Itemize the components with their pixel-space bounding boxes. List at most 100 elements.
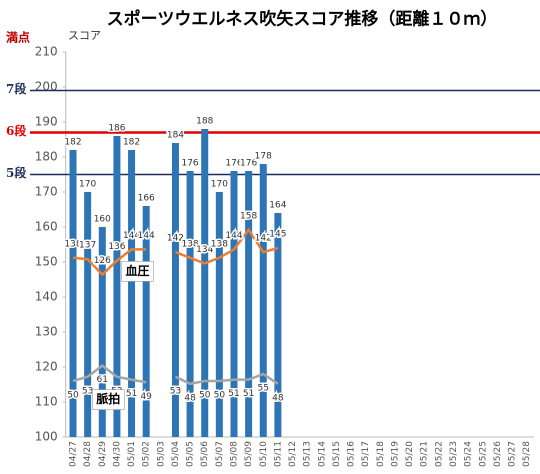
value-label: 160 <box>94 215 111 225</box>
x-tick-label: 05/18 <box>376 441 386 467</box>
bar <box>201 129 209 437</box>
value-label: 184 <box>167 131 184 141</box>
value-label: 51 <box>243 389 254 399</box>
value-label: 49 <box>140 392 152 402</box>
x-tick-label: 05/16 <box>347 441 357 467</box>
value-label: 188 <box>196 117 213 127</box>
y-axis-label: スコア <box>68 29 101 42</box>
value-label: 142 <box>255 234 272 244</box>
y-tick-label: 200 <box>35 80 58 94</box>
value-label: 186 <box>108 124 125 134</box>
value-label: 50 <box>214 391 226 401</box>
value-label: 50 <box>67 391 79 401</box>
value-label: 61 <box>97 375 108 385</box>
value-label: 48 <box>272 393 284 403</box>
x-tick-label: 05/06 <box>200 441 210 467</box>
value-label: 126 <box>94 256 111 266</box>
annotation: 血圧 <box>126 263 150 278</box>
value-label: 182 <box>123 138 140 148</box>
value-label: 182 <box>64 138 81 148</box>
x-tick-label: 05/10 <box>259 441 269 467</box>
x-tick-label: 05/03 <box>156 441 166 467</box>
y-tick-label: 210 <box>35 45 58 59</box>
reference-label: 5段 <box>6 165 27 180</box>
bar <box>69 150 77 437</box>
reference-label: 7段 <box>6 81 27 96</box>
value-label: 136 <box>108 242 125 252</box>
x-tick-label: 05/02 <box>142 441 152 467</box>
x-tick-label: 05/21 <box>420 441 430 467</box>
value-label: 144 <box>225 231 242 241</box>
value-label: 178 <box>255 152 272 162</box>
value-label: 138 <box>64 239 81 249</box>
chart-title: スポーツウエルネス吹矢スコア推移（距離１０ｍ） <box>107 9 498 30</box>
x-tick-label: 05/04 <box>171 441 181 467</box>
value-label: 142 <box>167 234 184 244</box>
y-tick-label: 160 <box>35 220 58 234</box>
y-tick-label: 180 <box>35 150 58 164</box>
value-label: 53 <box>82 386 93 396</box>
y-tick-label: 130 <box>35 325 58 339</box>
value-label: 176 <box>181 159 198 169</box>
value-label: 144 <box>123 231 140 241</box>
x-tick-label: 05/05 <box>186 441 196 467</box>
x-tick-label: 05/28 <box>522 441 532 467</box>
x-tick-label: 05/08 <box>229 441 239 467</box>
y-tick-label: 140 <box>35 290 58 304</box>
x-tick-label: 05/22 <box>434 441 444 467</box>
reference-label: 満点 <box>6 30 30 45</box>
annotation: 脈拍 <box>96 391 120 406</box>
value-label: 51 <box>126 389 137 399</box>
annotation-box <box>92 389 125 410</box>
bar <box>186 171 194 437</box>
bar <box>215 192 223 437</box>
x-tick-label: 05/09 <box>244 441 254 467</box>
line <box>72 248 147 277</box>
x-tick-label: 05/20 <box>405 441 415 467</box>
x-tick-label: 05/12 <box>288 441 298 467</box>
bar <box>142 206 150 437</box>
x-tick-label: 05/25 <box>478 441 488 467</box>
line <box>174 372 279 386</box>
value-label: 166 <box>138 194 155 204</box>
x-tick-label: 05/26 <box>493 441 503 467</box>
value-label: 50 <box>199 391 211 401</box>
value-label: 164 <box>269 201 286 211</box>
value-label: 176 <box>225 159 242 169</box>
x-tick-label: 05/01 <box>127 441 137 467</box>
x-tick-label: 05/19 <box>390 441 400 467</box>
x-tick-label: 05/24 <box>464 441 474 467</box>
value-label: 138 <box>181 239 198 249</box>
x-tick-label: 04/29 <box>98 441 108 467</box>
bar <box>245 171 253 437</box>
value-label: 48 <box>184 393 196 403</box>
bar <box>84 192 92 437</box>
value-label: 158 <box>240 211 257 221</box>
y-tick-label: 150 <box>35 255 58 269</box>
y-tick-label: 190 <box>35 115 58 129</box>
y-tick-label: 110 <box>35 395 58 409</box>
reference-label: 6段 <box>6 123 27 138</box>
value-label: 170 <box>211 180 228 190</box>
bar <box>259 164 267 437</box>
y-tick-label: 170 <box>35 185 58 199</box>
value-label: 138 <box>211 239 228 249</box>
value-label: 53 <box>170 386 181 396</box>
value-label: 144 <box>138 231 155 241</box>
bar <box>230 171 238 437</box>
line <box>175 227 279 265</box>
bar <box>274 213 282 437</box>
bar <box>171 143 179 437</box>
x-tick-label: 04/27 <box>69 441 79 467</box>
line <box>72 364 147 384</box>
y-tick-label: 120 <box>35 360 58 374</box>
x-tick-label: 05/17 <box>361 441 371 467</box>
bar <box>98 227 106 437</box>
value-label: 51 <box>228 389 239 399</box>
x-tick-label: 05/15 <box>332 441 342 467</box>
annotation-box <box>121 261 154 282</box>
bar <box>113 136 121 437</box>
x-tick-label: 05/23 <box>449 441 459 467</box>
bar <box>128 150 136 437</box>
